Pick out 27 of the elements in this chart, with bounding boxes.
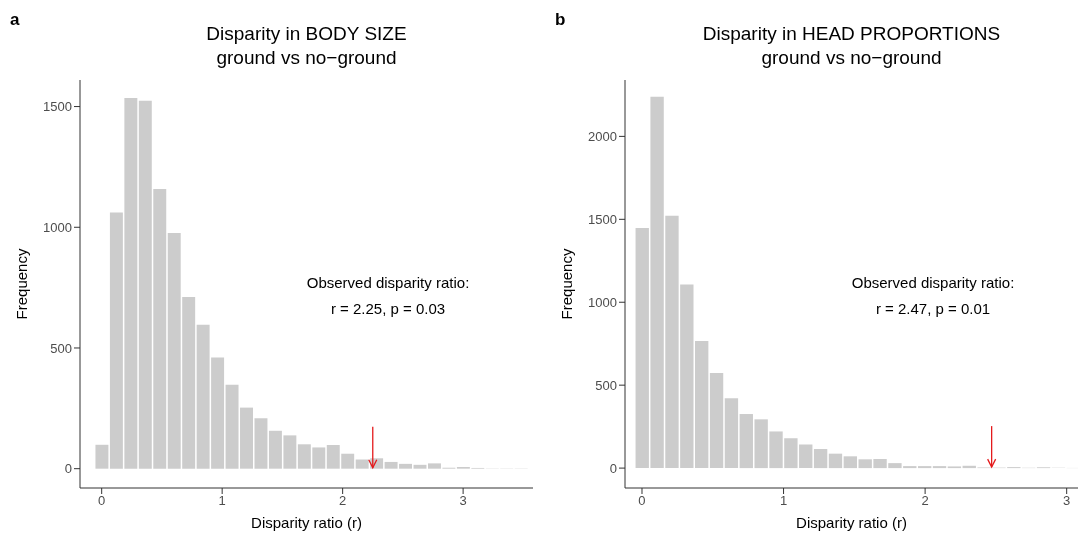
- y-tick-label: 2000: [588, 129, 617, 145]
- annotation: Observed disparity ratio: r = 2.25, p = 0.03: [305, 273, 471, 319]
- annotation: Observed disparity ratio: r = 2.47, p = 0.01: [850, 273, 1016, 319]
- x-axis-title: Disparity ratio (r): [251, 514, 362, 531]
- x-tick-label: 1: [218, 493, 226, 509]
- x-tick-label: 0: [638, 493, 646, 509]
- x-tick-label: 3: [1063, 493, 1071, 509]
- x-tick-label: 1: [779, 493, 788, 509]
- y-axis-title: Frequency: [558, 248, 576, 320]
- x-tick-label: 2: [921, 493, 929, 509]
- chart-title: Disparity in HEAD PROPORTIONS ground vs no−ground: [701, 22, 1002, 70]
- x-tick-label: 0: [98, 493, 106, 509]
- x-tick-label: 2: [339, 493, 347, 509]
- y-tick-label: 500: [595, 377, 617, 393]
- y-tick-label: 1500: [588, 211, 617, 227]
- y-tick-label: 1000: [43, 219, 72, 235]
- y-tick-label: 0: [609, 460, 617, 476]
- x-axis-title: Disparity ratio (r): [796, 514, 907, 531]
- y-tick-label: 500: [50, 340, 72, 356]
- y-tick-label: 1500: [43, 99, 72, 115]
- y-tick-label: 1000: [588, 294, 617, 310]
- y-axis-title: Frequency: [13, 248, 31, 320]
- text: a: [10, 10, 20, 30]
- text: b: [555, 10, 566, 30]
- x-tick-label: 3: [459, 493, 467, 509]
- chart-title: Disparity in BODY SIZE ground vs no−ground: [205, 22, 408, 70]
- y-tick-label: 0: [64, 461, 72, 477]
